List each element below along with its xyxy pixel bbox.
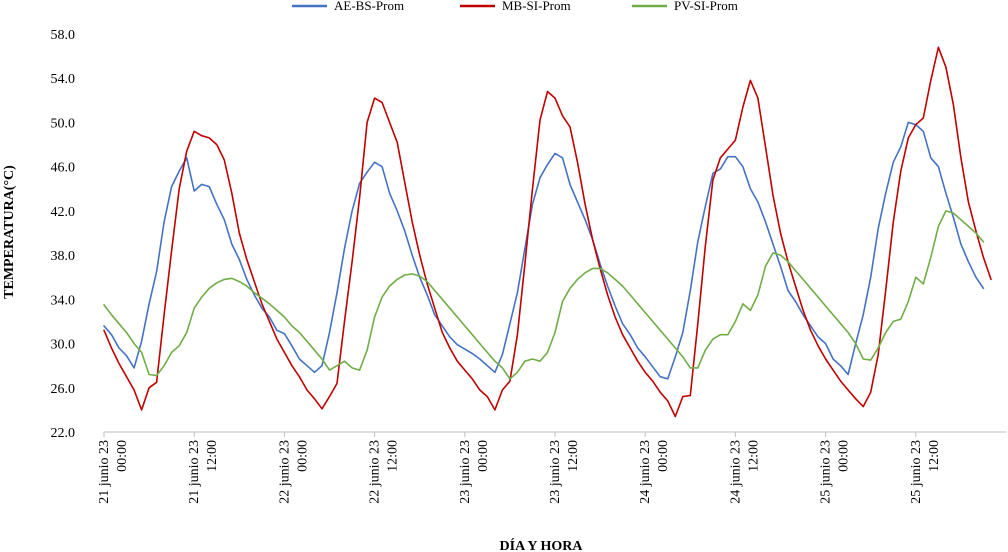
legend-label-pv-si-prom: PV-SI-Prom [674, 0, 738, 13]
series-line-ae-bs-prom [103, 121, 985, 380]
x-tick-label-date: 21 junio 23 [97, 440, 112, 504]
x-axis: 21 junio 23 00:00 21 junio 23 12:00 22 junio… [97, 431, 1006, 504]
x-tick-label-time: 00:00 [656, 440, 671, 472]
y-axis: 22.0 26.0 30.0 34.0 38.0 42.0 46.0 50.0 54.0 58.0 [51, 28, 76, 441]
x-tick-label-date: 23 junio 23 [548, 440, 563, 504]
y-tick-label: 22.0 [51, 426, 76, 441]
legend-label-ae-bs-prom: AE-BS-Prom [334, 0, 404, 13]
legend-label-mb-si-prom: MB-SI-Prom [502, 0, 571, 13]
y-tick-label: 58.0 [51, 28, 76, 43]
y-axis-title: TEMPERATURA(°C) [2, 165, 17, 299]
x-tick-label-time: 12:00 [927, 440, 942, 472]
y-tick-label: 30.0 [51, 338, 76, 353]
x-tick-label-date: 23 junio 23 [458, 440, 473, 504]
x-tick-label-date: 24 junio 23 [728, 440, 743, 504]
x-tick-label-date: 21 junio 23 [187, 440, 202, 504]
y-tick-label: 26.0 [51, 382, 76, 397]
x-tick-label-time: 12:00 [566, 440, 581, 472]
series-line-mb-si-prom [103, 46, 992, 418]
plot-lines [103, 46, 992, 418]
x-tick-label-date: 22 junio 23 [368, 440, 383, 504]
y-tick-label: 50.0 [51, 116, 76, 131]
x-tick-label-time: 12:00 [205, 440, 220, 472]
x-tick-label-date: 24 junio 23 [638, 440, 653, 504]
series-line-pv-si-prom [103, 210, 985, 380]
x-axis-title: DÍA Y HORA [500, 537, 584, 552]
x-tick-label-date: 25 junio 23 [909, 440, 924, 504]
y-tick-label: 34.0 [51, 293, 76, 308]
x-tick-label-date: 22 junio 23 [277, 440, 292, 504]
x-tick-label-time: 00:00 [295, 440, 310, 472]
y-tick-label: 42.0 [51, 205, 76, 220]
x-tick-label-time: 00:00 [837, 440, 852, 472]
y-tick-label: 38.0 [51, 249, 76, 264]
x-tick-label-date: 25 junio 23 [819, 440, 834, 504]
legend: AE-BS-Prom MB-SI-Prom PV-SI-Prom [292, 0, 738, 13]
x-tick-label-time: 12:00 [746, 440, 761, 472]
y-tick-label: 54.0 [51, 72, 76, 87]
y-tick-label: 46.0 [51, 161, 76, 176]
x-tick-label-time: 00:00 [115, 440, 130, 472]
x-tick-label-time: 12:00 [386, 440, 401, 472]
x-tick-label-time: 00:00 [476, 440, 491, 472]
